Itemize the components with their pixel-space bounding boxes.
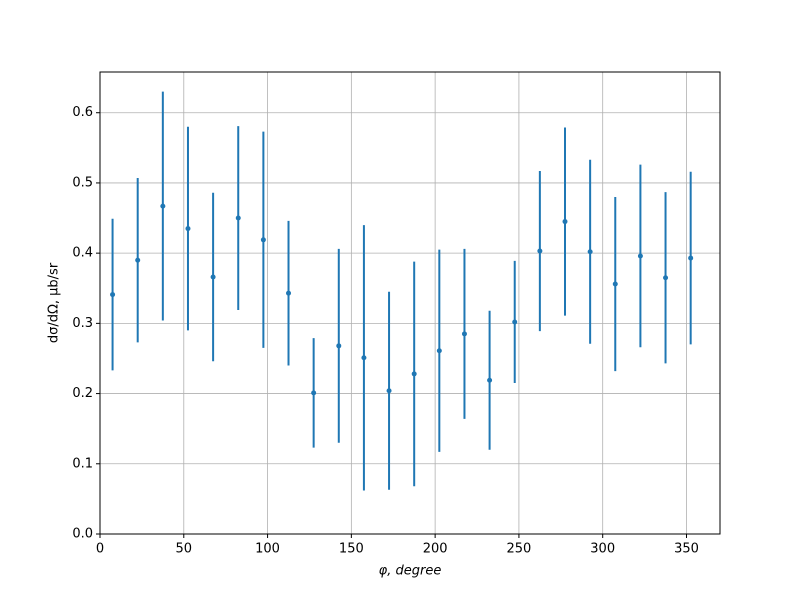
data-point: [110, 292, 116, 298]
data-point: [386, 388, 392, 394]
data-point: [436, 348, 442, 354]
x-tick-label: 0: [96, 542, 104, 557]
data-point: [587, 249, 593, 255]
x-tick-label: 250: [507, 542, 532, 557]
y-tick-label: 0.6: [72, 105, 93, 120]
y-tick-label: 0.2: [72, 386, 93, 401]
x-tick-label: 150: [339, 542, 364, 557]
data-point: [537, 248, 543, 254]
x-tick-label: 200: [423, 542, 448, 557]
data-point: [461, 331, 467, 337]
x-tick-label: 100: [255, 542, 280, 557]
x-tick-label: 50: [176, 542, 193, 557]
y-axis-label: dσ/dΩ, μb/sr: [47, 262, 62, 343]
data-point: [487, 377, 493, 383]
plot-frame: [99, 71, 721, 535]
x-axis-label: φ, degree: [379, 564, 442, 579]
data-point: [210, 274, 216, 280]
data-point: [185, 226, 191, 232]
data-point: [688, 255, 694, 261]
data-point: [135, 257, 141, 263]
data-point: [411, 371, 417, 377]
y-tick-label: 0.3: [72, 316, 93, 331]
x-tick-label: 300: [590, 542, 615, 557]
data-point: [512, 319, 518, 325]
data-point: [235, 215, 241, 221]
data-point: [260, 237, 266, 243]
data-point: [361, 355, 367, 361]
x-tick-label: 350: [674, 542, 699, 557]
data-point: [562, 219, 568, 225]
y-tick-label: 0.0: [72, 527, 93, 542]
data-point: [663, 275, 669, 281]
data-point: [160, 203, 166, 209]
y-tick-label: 0.5: [72, 175, 93, 190]
data-point: [286, 290, 292, 296]
y-tick-label: 0.1: [72, 456, 93, 471]
data-point: [612, 281, 618, 287]
data-point: [637, 253, 643, 259]
y-tick-label: 0.4: [72, 246, 93, 261]
data-point: [336, 343, 342, 349]
data-point: [311, 390, 317, 396]
